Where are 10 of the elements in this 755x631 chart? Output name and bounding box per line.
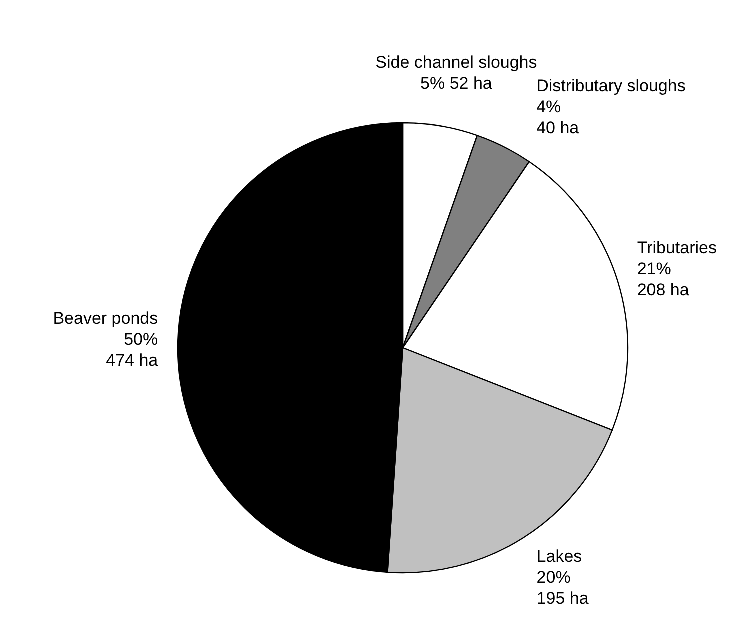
- data-label: 21% 208 ha: [637, 259, 690, 300]
- slice-label: Distributary sloughs: [536, 76, 686, 96]
- data-label: 4% 40 ha: [536, 98, 580, 138]
- data-label: 50% 474 ha: [106, 330, 159, 370]
- data-label: 5% 52 ha: [420, 74, 493, 93]
- slice-label: Side channel sloughs: [376, 52, 538, 72]
- slice-label: Tributaries: [637, 238, 718, 258]
- slice-label: Lakes: [536, 546, 582, 566]
- slice-label: Beaver ponds: [53, 309, 158, 328]
- data-label: 20% 195 ha: [536, 568, 590, 608]
